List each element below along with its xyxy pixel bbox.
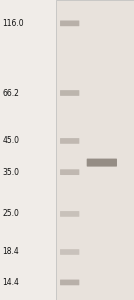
Text: 14.4: 14.4 xyxy=(3,278,20,287)
Text: 35.0: 35.0 xyxy=(3,168,20,177)
FancyBboxPatch shape xyxy=(60,169,79,175)
Bar xyxy=(56,0,134,300)
FancyBboxPatch shape xyxy=(60,90,79,96)
Text: 45.0: 45.0 xyxy=(3,136,20,146)
Text: 116.0: 116.0 xyxy=(3,19,24,28)
FancyBboxPatch shape xyxy=(60,211,79,217)
FancyBboxPatch shape xyxy=(60,20,79,26)
FancyBboxPatch shape xyxy=(60,280,79,285)
FancyBboxPatch shape xyxy=(60,138,79,144)
FancyBboxPatch shape xyxy=(87,159,117,167)
FancyBboxPatch shape xyxy=(60,249,79,255)
Text: 18.4: 18.4 xyxy=(3,248,19,256)
Text: 66.2: 66.2 xyxy=(3,88,20,98)
Text: 25.0: 25.0 xyxy=(3,209,20,218)
